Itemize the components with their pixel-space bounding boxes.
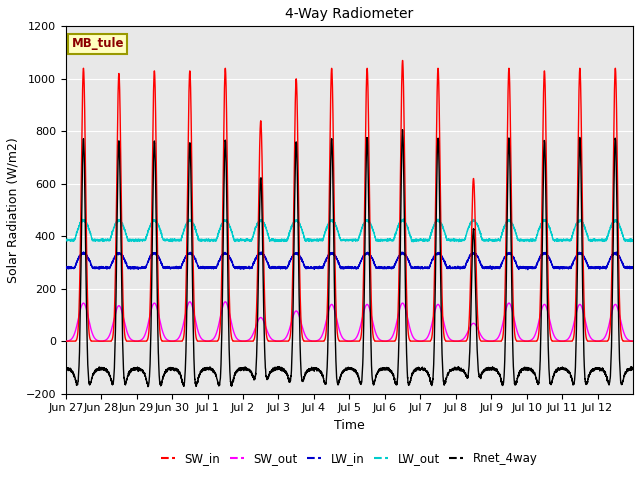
Y-axis label: Solar Radiation (W/m2): Solar Radiation (W/m2) — [7, 137, 20, 283]
Title: 4-Way Radiometer: 4-Way Radiometer — [285, 7, 413, 21]
X-axis label: Time: Time — [334, 419, 365, 432]
Text: MB_tule: MB_tule — [72, 37, 124, 50]
Legend: SW_in, SW_out, LW_in, LW_out, Rnet_4way: SW_in, SW_out, LW_in, LW_out, Rnet_4way — [156, 447, 543, 470]
